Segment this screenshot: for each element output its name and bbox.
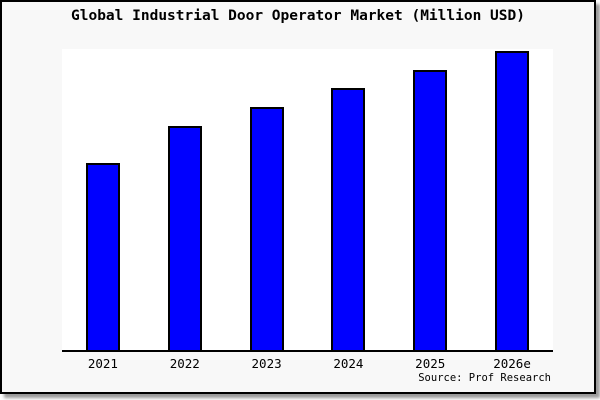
chart-card: Global Industrial Door Operator Market (… (0, 0, 596, 394)
chart-title: Global Industrial Door Operator Market (… (71, 8, 525, 24)
x-tick-label-2024: 2024 (333, 356, 364, 371)
x-tick-label-2025: 2025 (415, 356, 446, 371)
bar-slot (307, 49, 389, 350)
bar-2026e (495, 51, 530, 350)
bar-slot (389, 49, 471, 350)
bar-2025 (413, 70, 448, 350)
x-tick-label-2026e: 2026e (493, 356, 531, 371)
bar-slot (144, 49, 226, 350)
x-tick-label-2023: 2023 (251, 356, 282, 371)
x-tick-label-2022: 2022 (169, 356, 200, 371)
bar-slot (471, 49, 553, 350)
x-axis-labels: 2021 2022 2023 2024 2025 2026e (62, 357, 553, 371)
x-tick-label-2021: 2021 (87, 356, 118, 371)
bar-slot (62, 49, 144, 350)
plot-area (62, 49, 553, 352)
source-text: Source: Prof Research (418, 372, 551, 384)
bar-2024 (331, 88, 366, 350)
bar-2021 (85, 163, 120, 350)
bars (62, 49, 553, 350)
bar-2023 (249, 107, 284, 350)
bar-2022 (167, 126, 202, 350)
bar-slot (226, 49, 308, 350)
